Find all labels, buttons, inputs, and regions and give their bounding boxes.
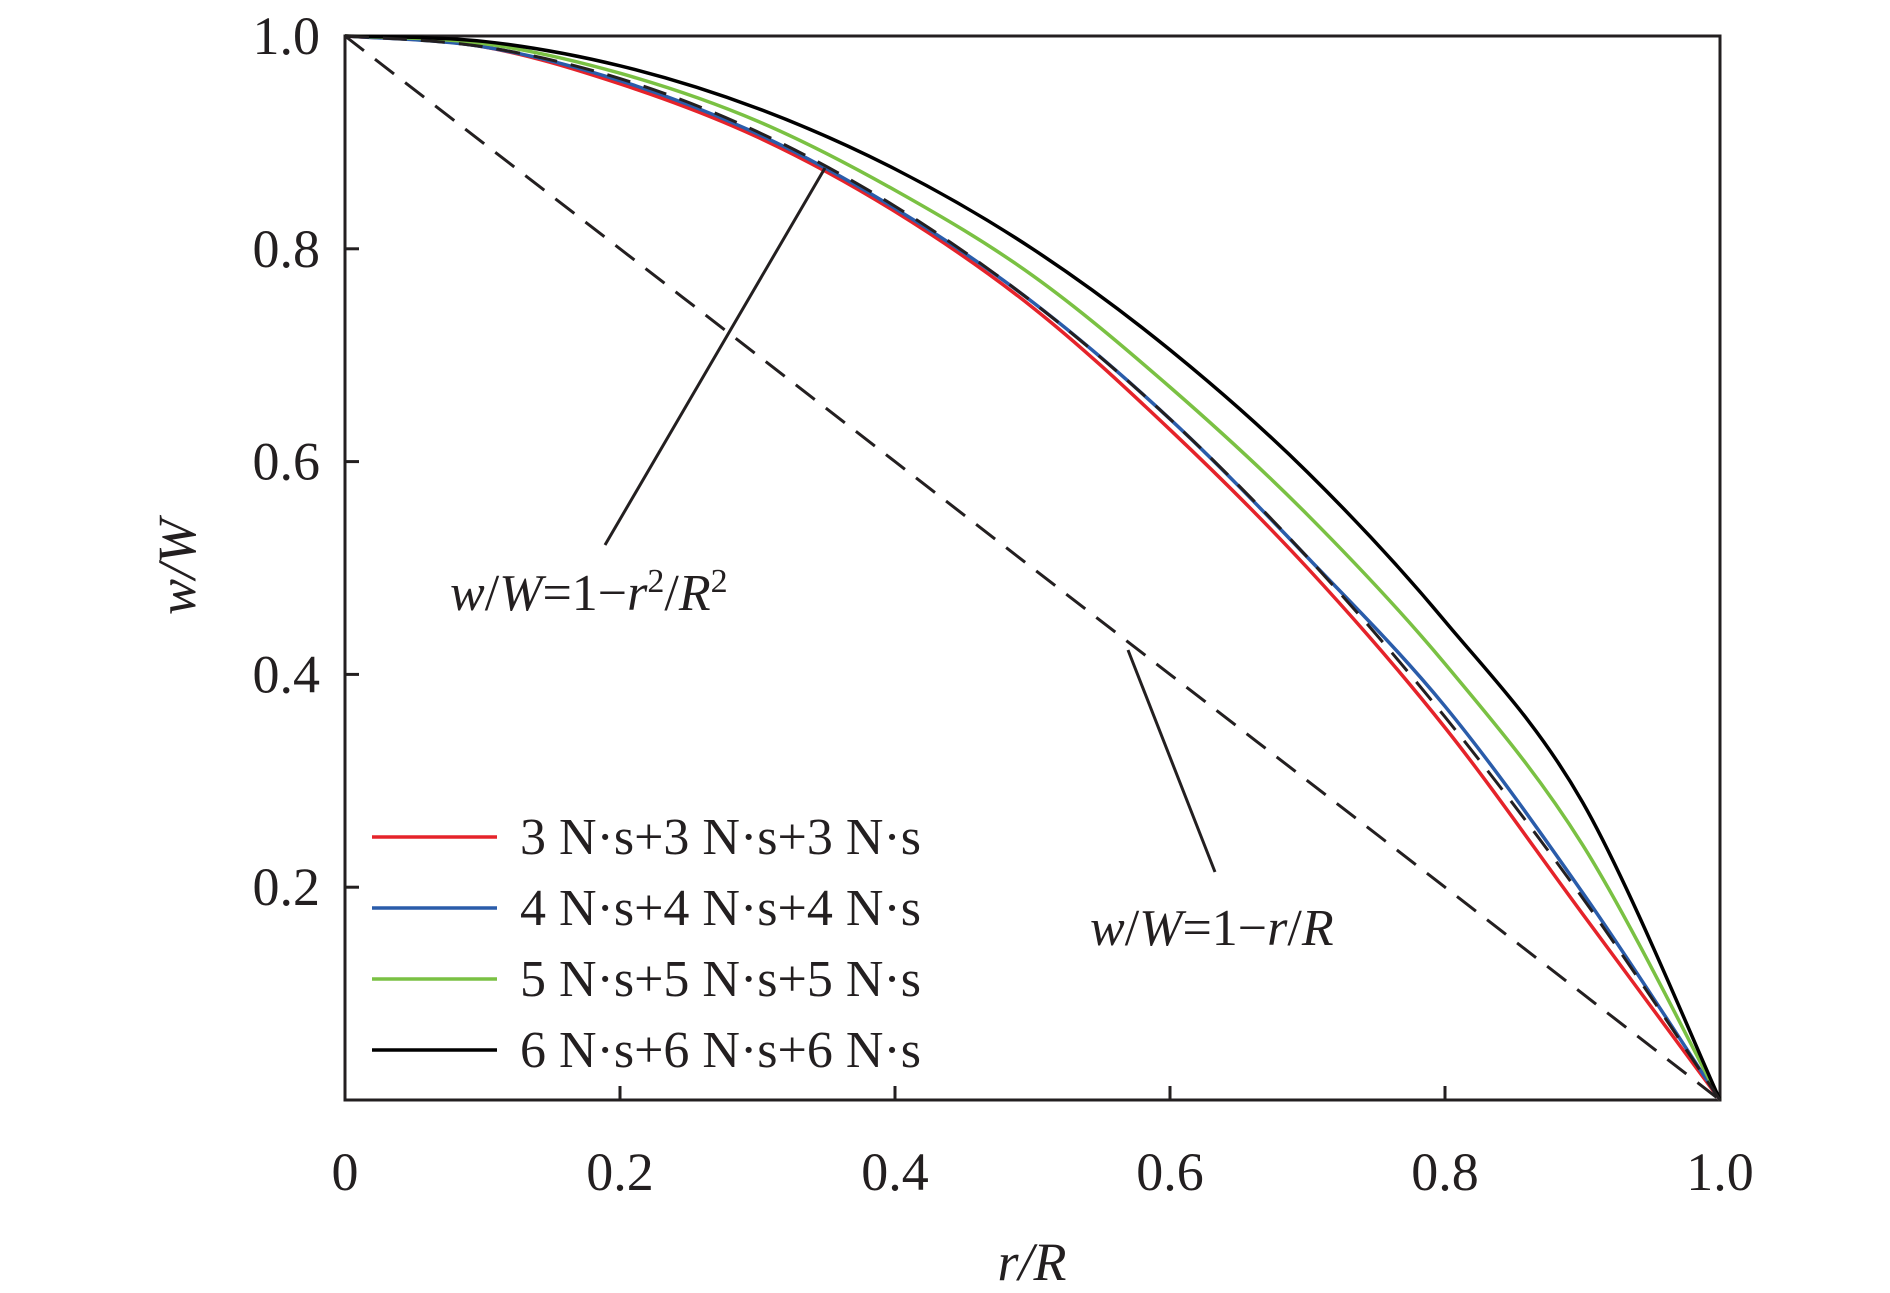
x-tick-label: 0.8 — [1411, 1142, 1479, 1202]
series-line-4 — [344, 34, 1722, 1101]
plot-area — [343, 34, 1722, 1102]
y-tick-label: 1.0 — [253, 6, 321, 66]
x-axis-label: r/R — [997, 1232, 1066, 1292]
y-tick-label: 0.2 — [253, 857, 321, 917]
series-line-1 — [344, 34, 1722, 1102]
series-layer — [344, 34, 1722, 1102]
legend-label-3: 5 N·s+5 N·s+5 N·s — [520, 951, 921, 1008]
x-tick-label: 0.4 — [861, 1142, 929, 1202]
annotation-2-leader — [1126, 649, 1217, 873]
series-line-3 — [344, 34, 1722, 1101]
y-tick-label: 0.6 — [253, 432, 321, 492]
x-tick-label: 1.0 — [1686, 1142, 1754, 1202]
legend: 3 N·s+3 N·s+3 N·s 4 N·s+4 N·s+4 N·s 5 N·s+… — [372, 809, 921, 1079]
plot-frame — [343, 34, 1722, 1102]
y-axis-label: w/W — [147, 514, 207, 615]
legend-label-1: 3 N·s+3 N·s+3 N·s — [520, 809, 921, 866]
ticks-layer: 0 0.2 0.4 0.6 0.8 1.0 0.2 0.4 0.6 0.8 1.0 — [253, 6, 1754, 1202]
legend-label-4: 6 N·s+6 N·s+6 N·s — [520, 1022, 921, 1079]
legend-label-2: 4 N·s+4 N·s+4 N·s — [520, 880, 921, 937]
x-tick-label: 0.2 — [586, 1142, 654, 1202]
reference-curve-5 — [344, 34, 1721, 1102]
x-tick-label: 0.6 — [1136, 1142, 1204, 1202]
x-tick-label: 0 — [332, 1142, 359, 1202]
annotation-2-text: w/W=1−r/R — [1090, 900, 1334, 957]
annotation-1-text: w/W=1−r2/R2 — [450, 563, 728, 623]
annotation-1-leader — [603, 167, 827, 546]
y-tick-label: 0.4 — [253, 644, 321, 704]
y-tick-label: 0.8 — [253, 219, 321, 279]
reference-curve-4 — [344, 34, 1722, 1101]
